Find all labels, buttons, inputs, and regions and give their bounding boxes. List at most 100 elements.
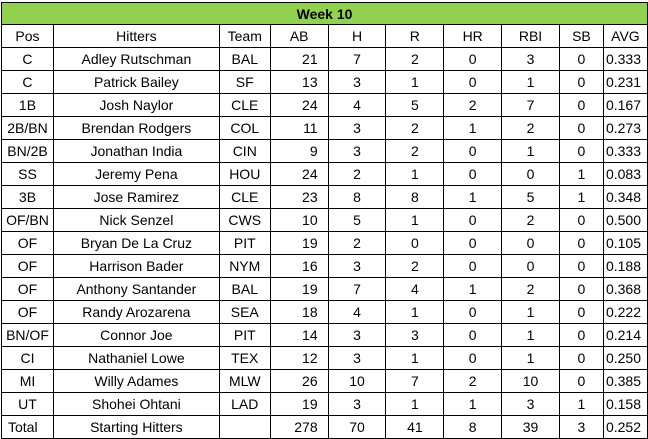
header-pos: Pos	[1, 24, 54, 48]
total-cell-team	[218, 415, 271, 439]
cell-rbi: 2	[501, 277, 560, 301]
cell-team: CWS	[218, 208, 271, 232]
cell-r: 5	[385, 93, 445, 117]
cell-rbi: 0	[501, 231, 560, 255]
cell-sb: 0	[558, 277, 604, 301]
cell-ab: 14	[269, 323, 329, 347]
cell-rbi: 2	[501, 116, 560, 140]
cell-team: BAL	[218, 47, 271, 71]
cell-pos: 2B/BN	[1, 116, 54, 140]
table-row: OF Bryan De La Cruz PIT 19 2 0 0 0 0 0.105	[1, 231, 648, 255]
cell-hitter: Harrison Bader	[52, 254, 220, 278]
cell-sb: 0	[558, 116, 604, 140]
cell-hitter: Shohei Ohtani	[52, 392, 220, 416]
cell-rbi: 2	[501, 208, 560, 232]
cell-team: PIT	[218, 231, 271, 255]
cell-h: 10	[327, 369, 387, 393]
table-row: OF Randy Arozarena SEA 18 4 1 0 1 0 0.222	[1, 300, 648, 324]
cell-rbi: 0	[501, 162, 560, 186]
cell-sb: 0	[558, 300, 604, 324]
cell-ab: 26	[269, 369, 329, 393]
header-rbi: RBI	[501, 24, 560, 48]
cell-avg: 0.214	[602, 323, 648, 347]
cell-team: CLE	[218, 93, 271, 117]
total-cell-ab: 278	[269, 415, 329, 439]
cell-h: 3	[327, 70, 387, 94]
cell-hr: 0	[443, 323, 503, 347]
table-row: BN/2B Jonathan India CIN 9 3 2 0 1 0 0.333	[1, 139, 648, 163]
cell-ab: 12	[269, 346, 329, 370]
cell-hitter: Adley Rutschman	[52, 47, 220, 71]
cell-h: 3	[327, 254, 387, 278]
cell-h: 7	[327, 47, 387, 71]
cell-hr: 2	[443, 93, 503, 117]
cell-r: 4	[385, 277, 445, 301]
cell-pos: OF/BN	[1, 208, 54, 232]
header-team: Team	[218, 24, 271, 48]
header-sb: SB	[558, 24, 604, 48]
total-row: Total Starting Hitters 278 70 41 8 39 3 0.252	[1, 415, 648, 439]
table-row: OF Harrison Bader NYM 16 3 2 0 0 0 0.188	[1, 254, 648, 278]
cell-hitter: Jonathan India	[52, 139, 220, 163]
cell-pos: BN/2B	[1, 139, 54, 163]
cell-pos: UT	[1, 392, 54, 416]
cell-r: 8	[385, 185, 445, 209]
cell-r: 7	[385, 369, 445, 393]
cell-team: PIT	[218, 323, 271, 347]
cell-hr: 0	[443, 300, 503, 324]
cell-ab: 24	[269, 162, 329, 186]
cell-sb: 0	[558, 346, 604, 370]
cell-ab: 24	[269, 93, 329, 117]
cell-hr: 1	[443, 116, 503, 140]
cell-team: NYM	[218, 254, 271, 278]
cell-avg: 0.105	[602, 231, 648, 255]
cell-hr: 0	[443, 208, 503, 232]
cell-h: 3	[327, 323, 387, 347]
cell-r: 2	[385, 47, 445, 71]
cell-sb: 0	[558, 93, 604, 117]
cell-hitter: Nick Senzel	[52, 208, 220, 232]
cell-hr: 0	[443, 70, 503, 94]
cell-hitter: Anthony Santander	[52, 277, 220, 301]
cell-pos: C	[1, 47, 54, 71]
cell-avg: 0.348	[602, 185, 648, 209]
cell-avg: 0.250	[602, 346, 648, 370]
cell-h: 2	[327, 162, 387, 186]
cell-avg: 0.222	[602, 300, 648, 324]
table-row: 2B/BN Brendan Rodgers COL 11 3 2 1 2 0 0.273	[1, 116, 648, 140]
cell-hitter: Josh Naylor	[52, 93, 220, 117]
table-row: OF/BN Nick Senzel CWS 10 5 1 0 2 0 0.500	[1, 208, 648, 232]
cell-ab: 23	[269, 185, 329, 209]
cell-avg: 0.158	[602, 392, 648, 416]
cell-hitter: Patrick Bailey	[52, 70, 220, 94]
cell-sb: 0	[558, 47, 604, 71]
table-row: MI Willy Adames MLW 26 10 7 2 10 0 0.385	[1, 369, 648, 393]
cell-pos: OF	[1, 277, 54, 301]
cell-pos: OF	[1, 231, 54, 255]
cell-hitter: Randy Arozarena	[52, 300, 220, 324]
total-cell-sb: 3	[558, 415, 604, 439]
cell-rbi: 1	[501, 139, 560, 163]
cell-rbi: 3	[501, 47, 560, 71]
cell-h: 3	[327, 392, 387, 416]
cell-rbi: 1	[501, 70, 560, 94]
cell-team: HOU	[218, 162, 271, 186]
cell-sb: 0	[558, 70, 604, 94]
cell-r: 2	[385, 139, 445, 163]
cell-pos: OF	[1, 254, 54, 278]
cell-team: LAD	[218, 392, 271, 416]
cell-h: 3	[327, 139, 387, 163]
cell-ab: 16	[269, 254, 329, 278]
cell-sb: 0	[558, 139, 604, 163]
cell-r: 3	[385, 323, 445, 347]
cell-r: 1	[385, 346, 445, 370]
cell-avg: 0.368	[602, 277, 648, 301]
cell-sb: 1	[558, 392, 604, 416]
cell-team: COL	[218, 116, 271, 140]
cell-hr: 0	[443, 231, 503, 255]
header-ab: AB	[269, 24, 329, 48]
table-row: 1B Josh Naylor CLE 24 4 5 2 7 0 0.167	[1, 93, 648, 117]
cell-ab: 11	[269, 116, 329, 140]
cell-team: CIN	[218, 139, 271, 163]
